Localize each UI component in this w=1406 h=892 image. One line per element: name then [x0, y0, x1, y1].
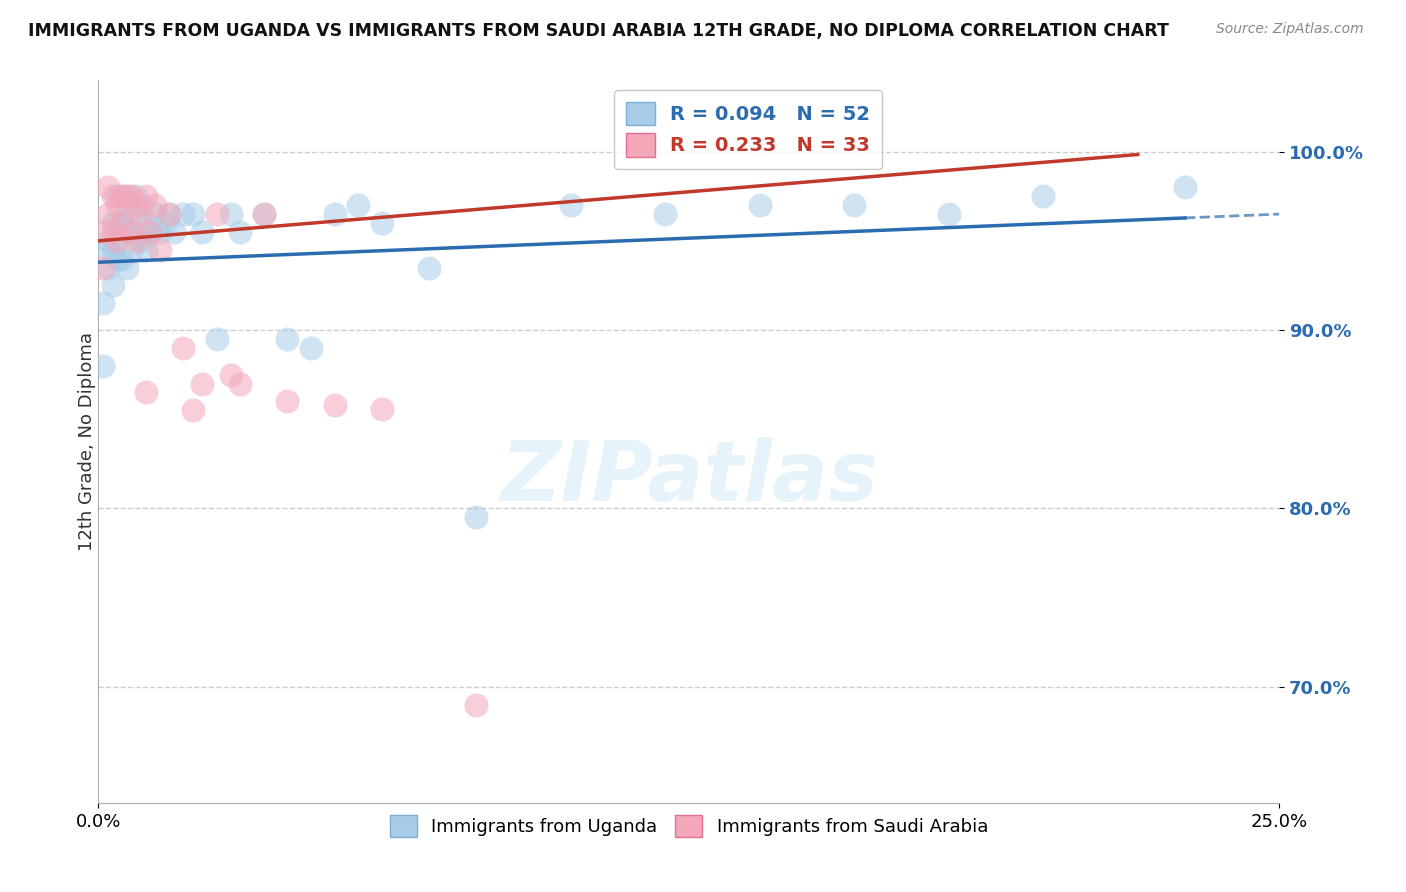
Point	[135, 385, 157, 400]
Point	[418, 260, 440, 275]
Point	[101, 243, 124, 257]
Point	[205, 207, 228, 221]
Point	[299, 341, 322, 355]
Point	[143, 207, 166, 221]
Point	[129, 198, 152, 212]
Point	[172, 341, 194, 355]
Legend: Immigrants from Uganda, Immigrants from Saudi Arabia: Immigrants from Uganda, Immigrants from …	[382, 808, 995, 845]
Point	[115, 260, 138, 275]
Point	[276, 332, 298, 346]
Point	[253, 207, 276, 221]
Point	[149, 225, 172, 239]
Point	[157, 207, 180, 221]
Point	[111, 216, 134, 230]
Point	[121, 243, 143, 257]
Point	[371, 216, 394, 230]
Point	[139, 225, 162, 239]
Point	[105, 189, 128, 203]
Point	[91, 296, 114, 310]
Point	[135, 243, 157, 257]
Point	[111, 189, 134, 203]
Point	[121, 207, 143, 221]
Point	[91, 225, 114, 239]
Point	[101, 189, 124, 203]
Point	[115, 198, 138, 212]
Point	[191, 376, 214, 391]
Point	[191, 225, 214, 239]
Point	[253, 207, 276, 221]
Point	[129, 207, 152, 221]
Point	[135, 189, 157, 203]
Point	[654, 207, 676, 221]
Point	[115, 189, 138, 203]
Text: ZIPatlas: ZIPatlas	[501, 437, 877, 518]
Point	[560, 198, 582, 212]
Y-axis label: 12th Grade, No Diploma: 12th Grade, No Diploma	[79, 332, 96, 551]
Point	[143, 198, 166, 212]
Point	[91, 359, 114, 373]
Point	[153, 216, 176, 230]
Text: IMMIGRANTS FROM UGANDA VS IMMIGRANTS FROM SAUDI ARABIA 12TH GRADE, NO DIPLOMA CO: IMMIGRANTS FROM UGANDA VS IMMIGRANTS FRO…	[28, 22, 1168, 40]
Point	[97, 243, 120, 257]
Point	[157, 207, 180, 221]
Point	[129, 234, 152, 248]
Point	[139, 225, 162, 239]
Point	[323, 398, 346, 412]
Point	[1032, 189, 1054, 203]
Point	[101, 216, 124, 230]
Point	[135, 216, 157, 230]
Point	[347, 198, 370, 212]
Point	[111, 216, 134, 230]
Point	[323, 207, 346, 221]
Point	[105, 198, 128, 212]
Point	[149, 243, 172, 257]
Point	[125, 198, 148, 212]
Point	[121, 225, 143, 239]
Point	[172, 207, 194, 221]
Point	[219, 368, 242, 382]
Point	[276, 394, 298, 409]
Point	[181, 403, 204, 417]
Point	[105, 234, 128, 248]
Point	[121, 189, 143, 203]
Point	[465, 698, 488, 712]
Point	[111, 189, 134, 203]
Point	[229, 225, 252, 239]
Point	[111, 252, 134, 266]
Point	[97, 180, 120, 194]
Point	[97, 207, 120, 221]
Point	[219, 207, 242, 221]
Point	[101, 278, 124, 293]
Point	[97, 260, 120, 275]
Point	[97, 234, 120, 248]
Point	[125, 189, 148, 203]
Point	[205, 332, 228, 346]
Point	[101, 225, 124, 239]
Text: Source: ZipAtlas.com: Source: ZipAtlas.com	[1216, 22, 1364, 37]
Point	[105, 252, 128, 266]
Point	[1174, 180, 1197, 194]
Point	[371, 401, 394, 416]
Point	[181, 207, 204, 221]
Point	[229, 376, 252, 391]
Point	[115, 225, 138, 239]
Point	[465, 510, 488, 524]
Point	[163, 225, 186, 239]
Point	[91, 260, 114, 275]
Point	[844, 198, 866, 212]
Point	[748, 198, 770, 212]
Point	[125, 225, 148, 239]
Point	[105, 216, 128, 230]
Point	[938, 207, 960, 221]
Point	[125, 234, 148, 248]
